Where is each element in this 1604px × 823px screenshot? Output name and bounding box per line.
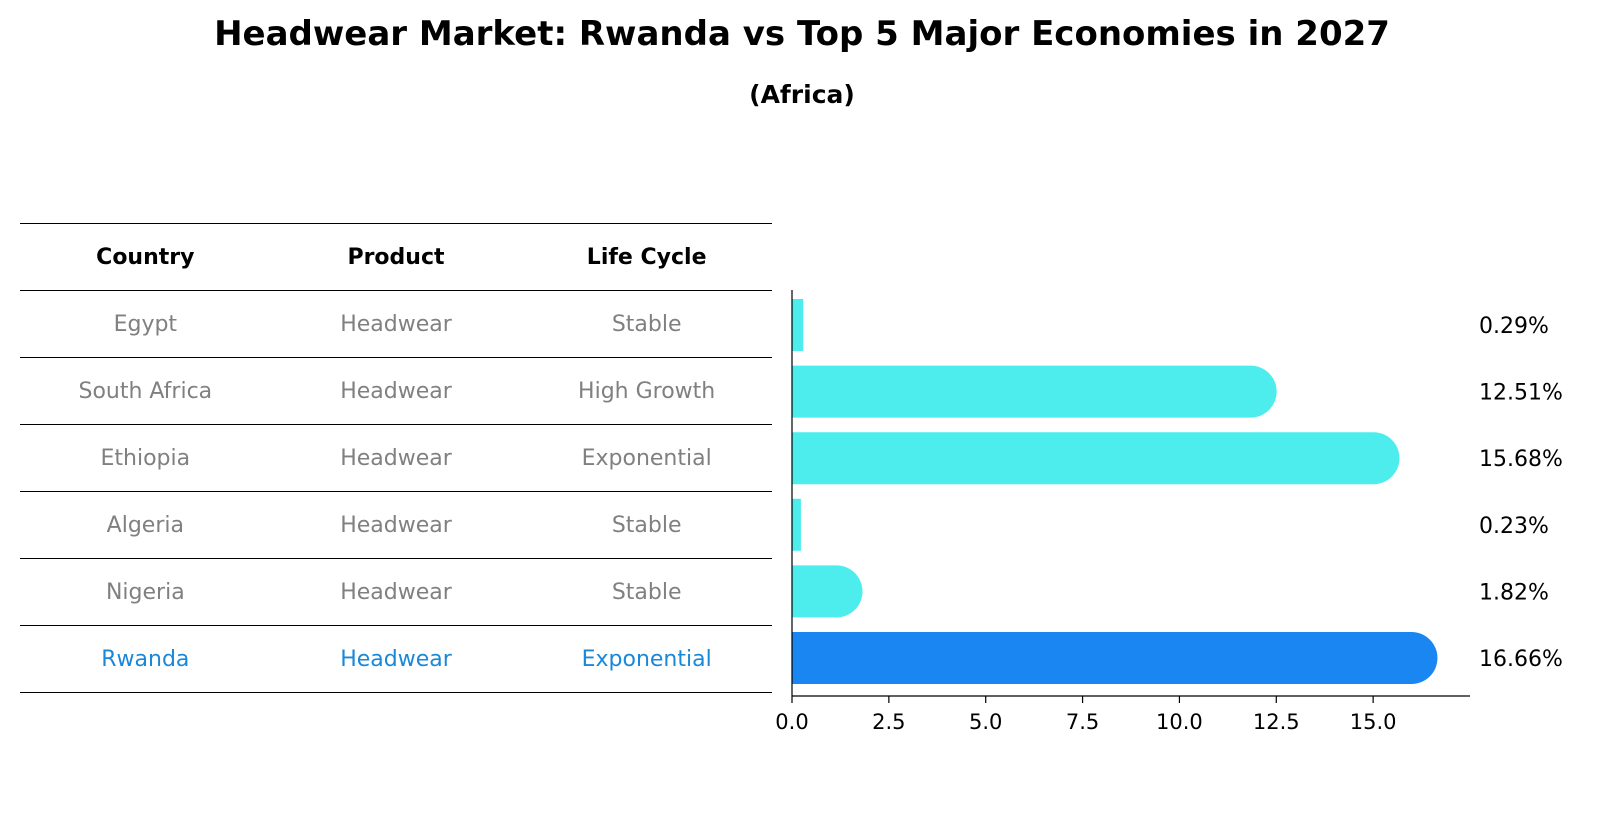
bar-rwanda bbox=[792, 632, 1438, 684]
table-row: Egypt Headwear Stable bbox=[20, 290, 772, 358]
data-label: 16.66% bbox=[1479, 647, 1563, 672]
table-header-row: Country Product Life Cycle bbox=[20, 223, 772, 291]
bar-ethiopia bbox=[792, 432, 1400, 485]
x-tick-label: 12.5 bbox=[1253, 710, 1300, 734]
x-tick-label: 5.0 bbox=[969, 710, 1002, 734]
chart-subtitle: (Africa) bbox=[749, 80, 855, 109]
cell-country: South Africa bbox=[20, 357, 271, 425]
bar-south-africa bbox=[792, 365, 1277, 418]
data-label: 12.51% bbox=[1479, 381, 1563, 406]
data-label: 0.29% bbox=[1479, 314, 1549, 339]
cell-country: Egypt bbox=[20, 290, 271, 358]
data-label: 15.68% bbox=[1479, 447, 1563, 472]
cell-life-cycle: Stable bbox=[521, 558, 772, 626]
cell-product: Headwear bbox=[270, 558, 522, 626]
cell-product: Headwear bbox=[270, 290, 522, 358]
chart-title: Headwear Market: Rwanda vs Top 5 Major E… bbox=[214, 14, 1390, 54]
cell-product: Headwear bbox=[270, 424, 522, 492]
bar-nigeria bbox=[792, 565, 863, 618]
cell-life-cycle: Exponential bbox=[521, 625, 772, 693]
cell-country: Algeria bbox=[20, 491, 271, 559]
cell-life-cycle: Stable bbox=[521, 491, 772, 559]
table-row: Algeria Headwear Stable bbox=[20, 491, 772, 559]
cell-product: Headwear bbox=[270, 625, 522, 693]
cell-life-cycle: Stable bbox=[521, 290, 772, 358]
data-table: Country Product Life Cycle Egypt Headwea… bbox=[20, 223, 772, 693]
x-tick-label: 7.5 bbox=[1066, 710, 1099, 734]
x-tick-label: 10.0 bbox=[1156, 710, 1203, 734]
table-row: Nigeria Headwear Stable bbox=[20, 558, 772, 626]
x-tick-label: 2.5 bbox=[872, 710, 905, 734]
cell-country: Ethiopia bbox=[20, 424, 271, 492]
cell-country: Nigeria bbox=[20, 558, 271, 626]
cell-country: Rwanda bbox=[20, 625, 271, 693]
x-tick-label: 0.0 bbox=[775, 710, 808, 734]
header-product: Product bbox=[270, 223, 522, 291]
cell-product: Headwear bbox=[270, 357, 522, 425]
header-life-cycle: Life Cycle bbox=[521, 223, 772, 291]
cell-life-cycle: Exponential bbox=[521, 424, 772, 492]
data-label: 1.82% bbox=[1479, 580, 1549, 605]
table-row: Ethiopia Headwear Exponential bbox=[20, 424, 772, 492]
table-row-highlight: Rwanda Headwear Exponential bbox=[20, 625, 772, 693]
bar-egypt bbox=[792, 299, 804, 351]
table-row: South Africa Headwear High Growth bbox=[20, 357, 772, 425]
header-country: Country bbox=[20, 223, 271, 291]
bar-algeria bbox=[792, 498, 801, 551]
cell-life-cycle: High Growth bbox=[521, 357, 772, 425]
data-label: 0.23% bbox=[1479, 514, 1549, 539]
cell-product: Headwear bbox=[270, 491, 522, 559]
x-tick-label: 15.0 bbox=[1350, 710, 1397, 734]
